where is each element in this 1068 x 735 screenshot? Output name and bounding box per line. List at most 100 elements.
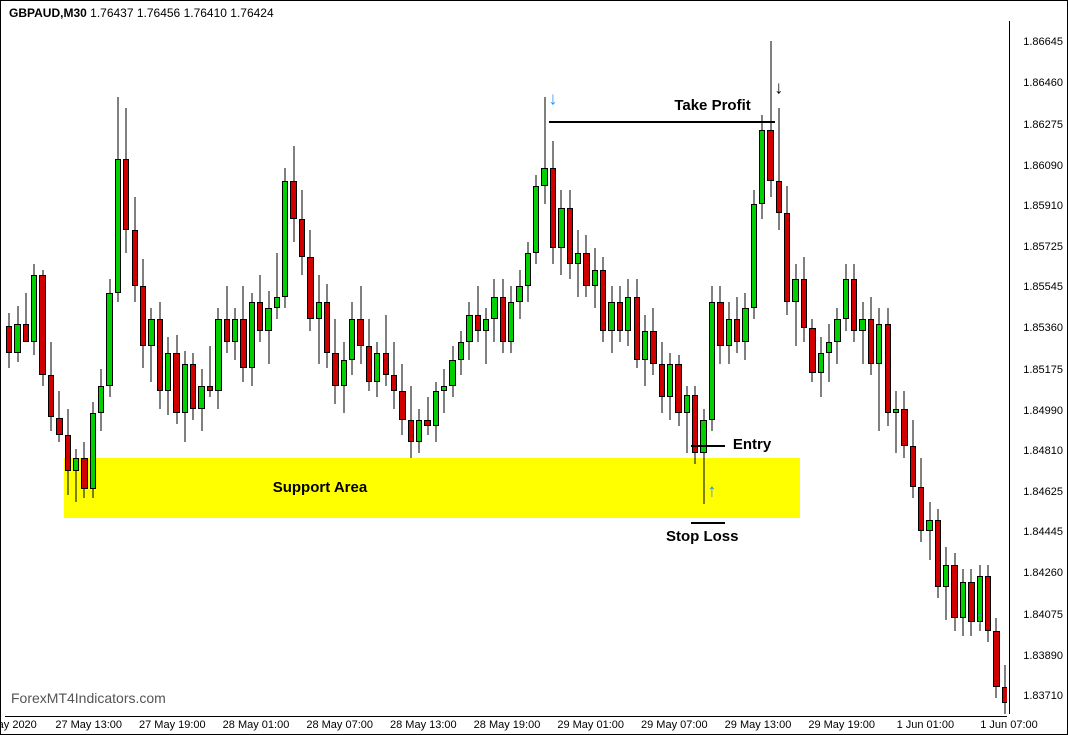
candle (926, 21, 932, 714)
candle (265, 21, 271, 714)
candle (483, 21, 489, 714)
candle (650, 21, 656, 714)
candle (106, 21, 112, 714)
candle (132, 21, 138, 714)
candle (81, 21, 87, 714)
time-tick: 29 May 19:00 (808, 719, 875, 731)
candle (759, 21, 765, 714)
time-tick: 27 May 19:00 (139, 719, 206, 731)
price-tick: 1.83890 (1023, 650, 1063, 662)
candle (851, 21, 857, 714)
candle (960, 21, 966, 714)
candle (617, 21, 623, 714)
symbol-label: GBPAUD,M30 (9, 6, 87, 20)
price-tick: 1.85360 (1023, 322, 1063, 334)
candle (843, 21, 849, 714)
candle (416, 21, 422, 714)
support-area-label: Support Area (273, 479, 367, 496)
candle (90, 21, 96, 714)
time-tick: 1 Jun 07:00 (980, 719, 1038, 731)
price-tick: 1.84990 (1023, 405, 1063, 417)
candle (475, 21, 481, 714)
candle (667, 21, 673, 714)
candle (910, 21, 916, 714)
price-tick: 1.85175 (1023, 364, 1063, 376)
candle (383, 21, 389, 714)
candle (14, 21, 20, 714)
time-tick: 28 May 07:00 (306, 719, 373, 731)
candle (31, 21, 37, 714)
candle (240, 21, 246, 714)
candle (726, 21, 732, 714)
candle (801, 21, 807, 714)
candle (366, 21, 372, 714)
candle (550, 21, 556, 714)
time-tick: 29 May 07:00 (641, 719, 708, 731)
price-tick: 1.83710 (1023, 690, 1063, 702)
candle (567, 21, 573, 714)
candle (575, 21, 581, 714)
candle (324, 21, 330, 714)
stop-loss-label: Stop Loss (666, 528, 739, 545)
chart-container: GBPAUD,M30 1.76437 1.76456 1.76410 1.764… (0, 0, 1068, 735)
candle (458, 21, 464, 714)
take-profit-line (549, 121, 775, 123)
candle (307, 21, 313, 714)
candle (600, 21, 606, 714)
candle (901, 21, 907, 714)
candle (257, 21, 263, 714)
candle (316, 21, 322, 714)
candle (525, 21, 531, 714)
candle (48, 21, 54, 714)
chart-plot-area[interactable]: ↓↓↑↑Support AreaTake ProfitEntryStop Los… (5, 21, 1007, 714)
candle (951, 21, 957, 714)
candle (675, 21, 681, 714)
candle (357, 21, 363, 714)
candle (198, 21, 204, 714)
candle (391, 21, 397, 714)
candle (182, 21, 188, 714)
price-tick: 1.84260 (1023, 567, 1063, 579)
price-tick: 1.85545 (1023, 281, 1063, 293)
candle (290, 21, 296, 714)
candle (491, 21, 497, 714)
candle (282, 21, 288, 714)
candle (935, 21, 941, 714)
candle (876, 21, 882, 714)
candle (700, 21, 706, 714)
take-profit-label: Take Profit (674, 97, 750, 114)
candle (332, 21, 338, 714)
price-tick: 1.86460 (1023, 77, 1063, 89)
candle (809, 21, 815, 714)
candle (173, 21, 179, 714)
candle (65, 21, 71, 714)
candle (500, 21, 506, 714)
candle (751, 21, 757, 714)
price-tick: 1.84445 (1023, 526, 1063, 538)
candle (449, 21, 455, 714)
candle (533, 21, 539, 714)
candle (23, 21, 29, 714)
time-axis: 27 May 202027 May 13:0027 May 19:0028 Ma… (5, 716, 1007, 734)
stop-loss-line (691, 522, 724, 524)
candle (776, 21, 782, 714)
time-tick: 28 May 13:00 (390, 719, 457, 731)
candle (115, 21, 121, 714)
candle (734, 21, 740, 714)
candle (625, 21, 631, 714)
price-tick: 1.84075 (1023, 609, 1063, 621)
candle (39, 21, 45, 714)
candle (399, 21, 405, 714)
candle (834, 21, 840, 714)
time-tick: 28 May 01:00 (223, 719, 290, 731)
price-axis: 1.866451.864601.862751.860901.859101.857… (1009, 21, 1067, 714)
candle (634, 21, 640, 714)
candle (249, 21, 255, 714)
candle (157, 21, 163, 714)
price-tick: 1.86090 (1023, 160, 1063, 172)
candle (56, 21, 62, 714)
candle (433, 21, 439, 714)
candle (374, 21, 380, 714)
candle (165, 21, 171, 714)
candle (190, 21, 196, 714)
